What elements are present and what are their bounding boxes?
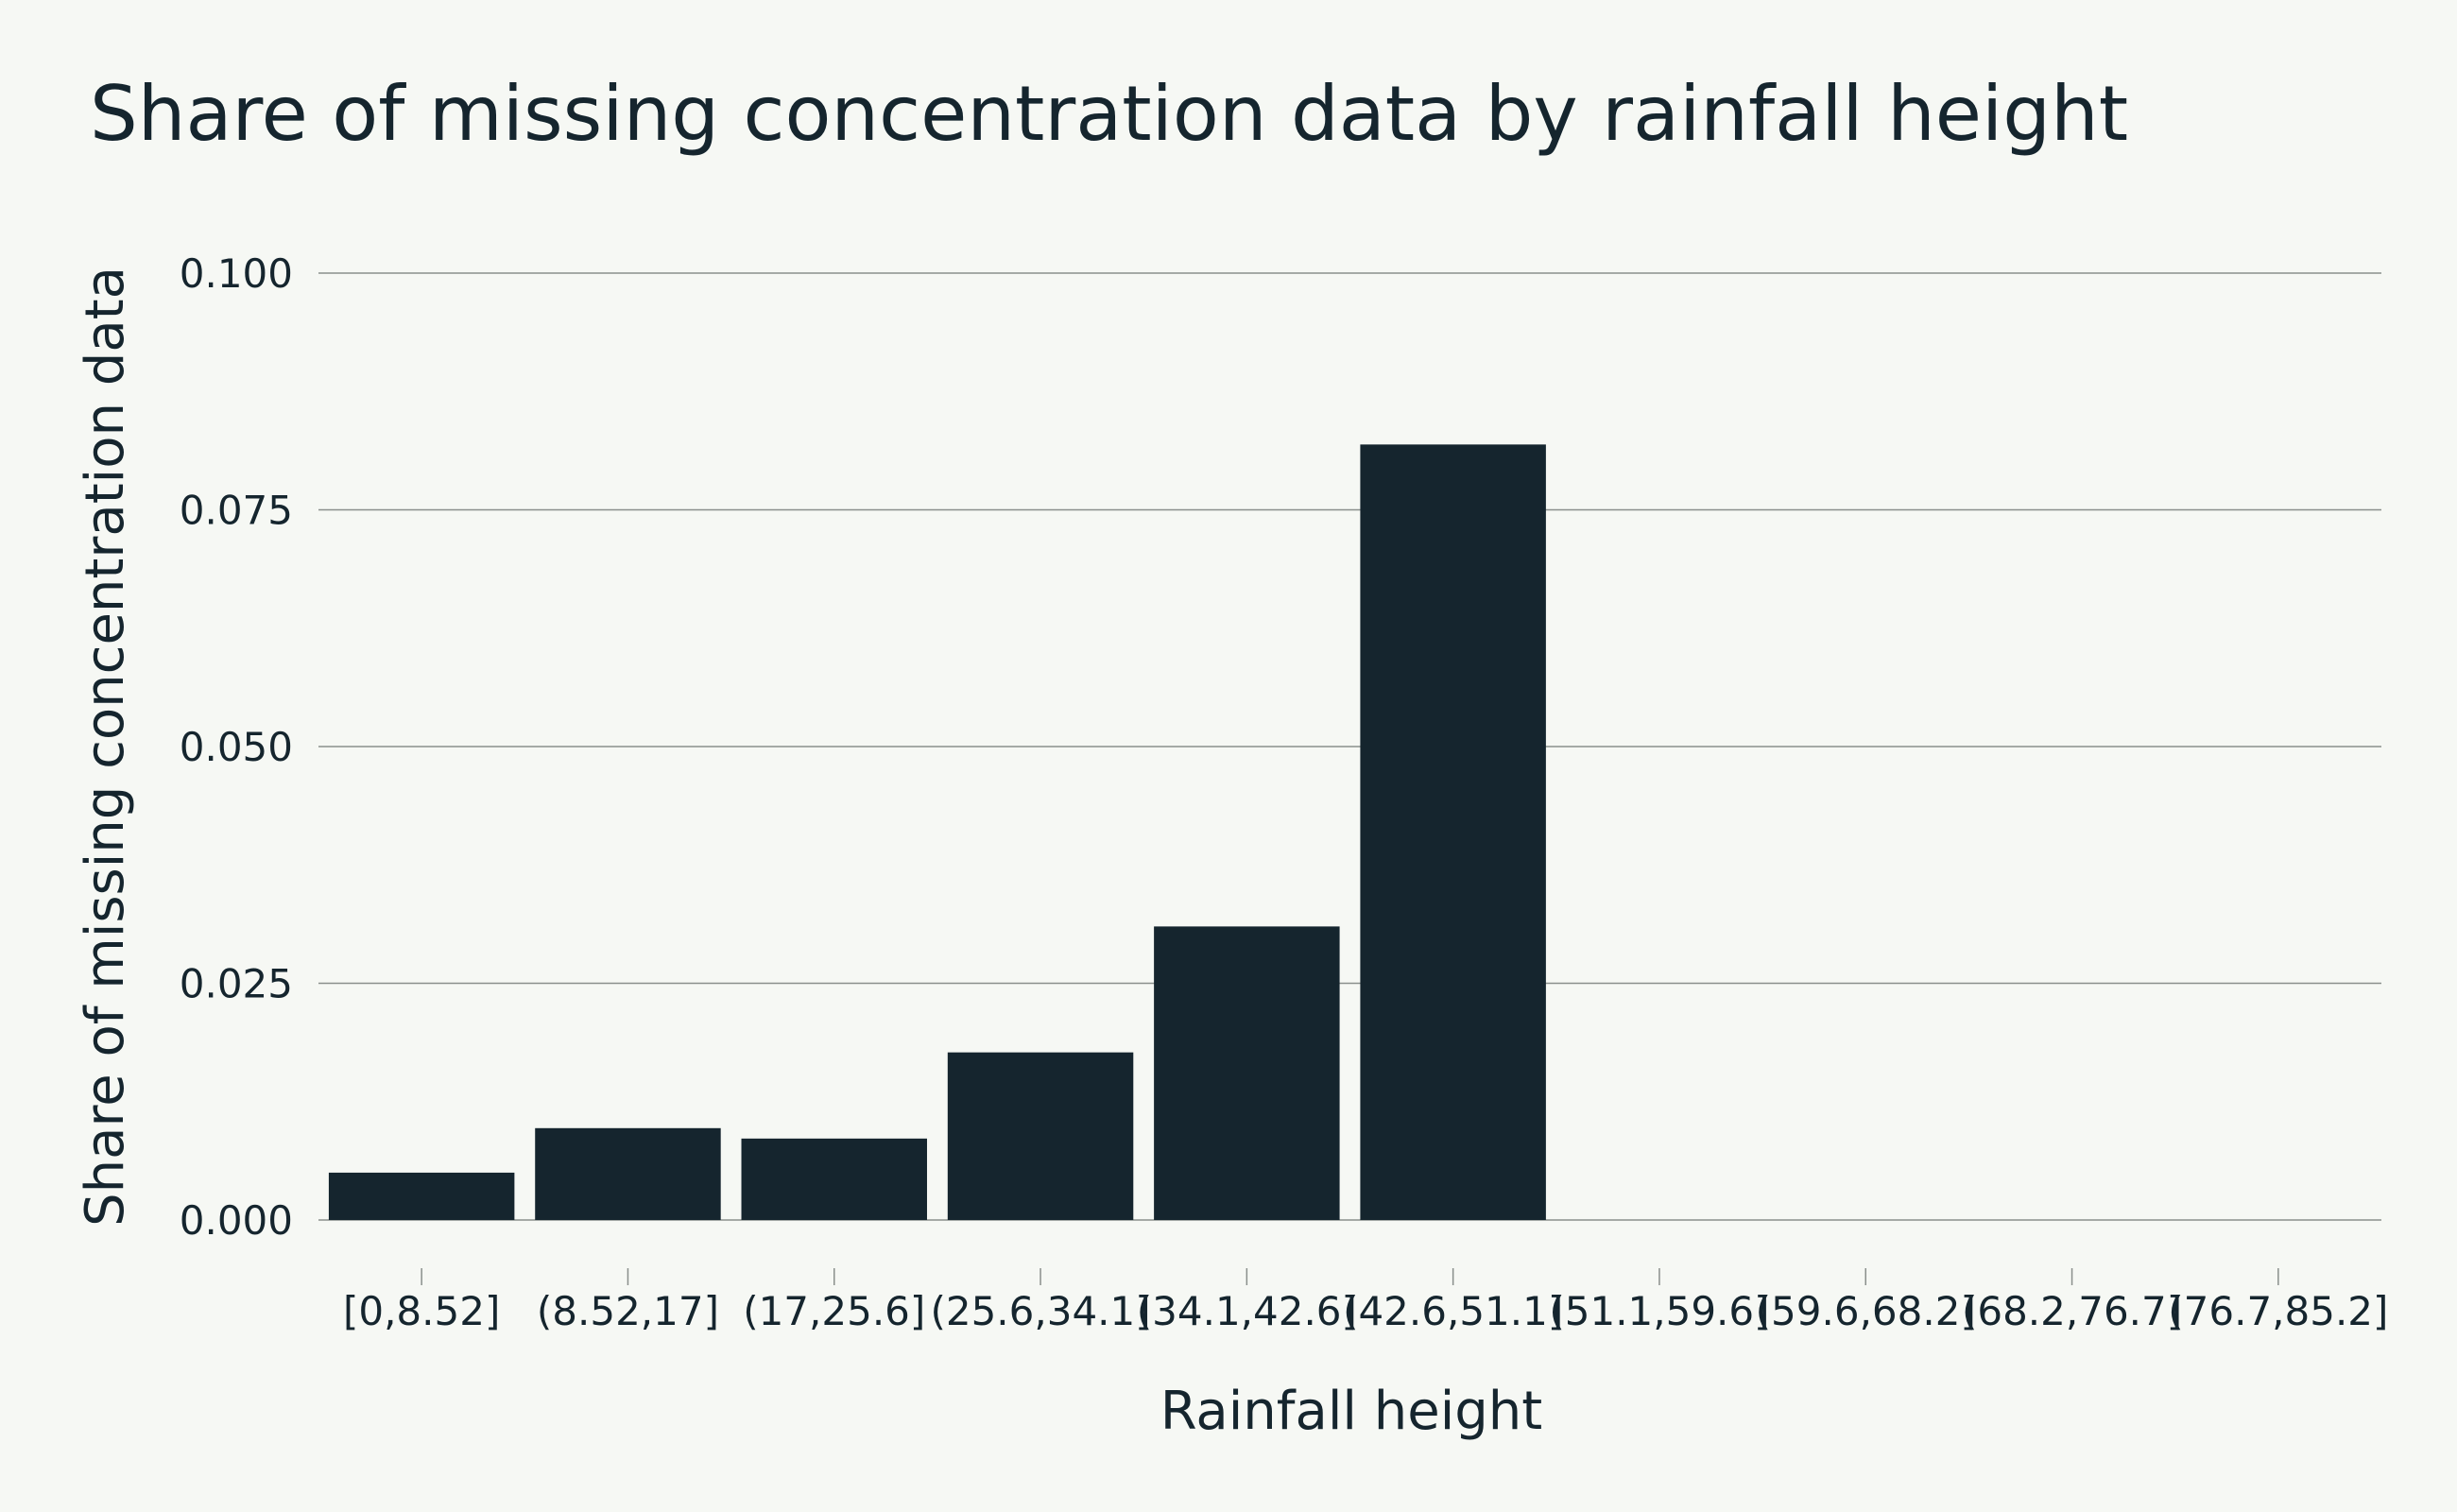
bar [328,1172,515,1220]
y-tick-label: 0.050 [180,724,293,770]
x-tick-label: (59.6,68.2] [1756,1288,1976,1334]
x-tick-label: (42.6,51.1] [1343,1288,1563,1334]
bar [535,1127,721,1220]
bar [1360,444,1546,1220]
x-tick-label: (25.6,34.1] [930,1288,1150,1334]
y-tick-label: 0.100 [180,250,293,297]
bar [1154,926,1340,1220]
y-axis-title: Share of missing concentration data [75,266,136,1227]
x-tick-label: (34.1,42.6] [1137,1288,1357,1334]
x-tick-label: (68.2,76.7] [1962,1288,2182,1334]
bar [741,1138,927,1220]
x-tick-label: (17,25.6] [743,1288,925,1334]
gridlines [318,272,2381,1221]
x-tick-label: [0,8.52] [343,1288,500,1334]
x-axis-ticks: [0,8.52] (8.52,17] (17,25.6] (25.6,34.1](34… [343,1268,2388,1334]
x-tick-label: (51.1,59.6] [1549,1288,1769,1334]
x-tick-label: (8.52,17] [537,1288,719,1334]
x-tick-label: (76.7,85.2] [2168,1288,2388,1334]
y-tick-label: 0.025 [180,961,293,1007]
y-tick-label: 0.000 [180,1197,293,1244]
y-tick-label: 0.075 [180,488,293,534]
x-axis-title: Rainfall height [1160,1381,1543,1442]
y-axis-ticks: 0.000 0.025 0.050 0.075 0.100 [180,250,293,1244]
bars [328,444,1546,1220]
bar [947,1052,1134,1220]
chart-title: Share of missing concentration data by r… [90,70,2128,158]
